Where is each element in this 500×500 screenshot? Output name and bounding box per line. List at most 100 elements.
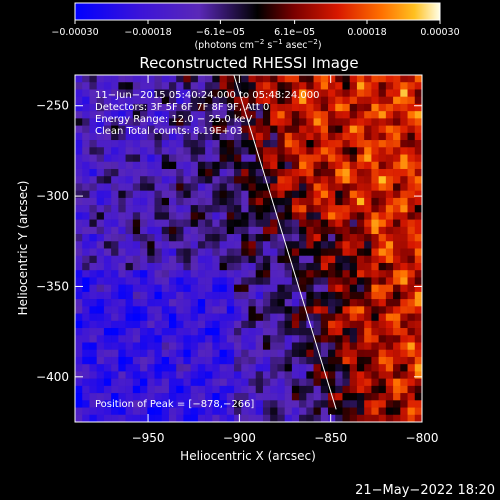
heatmap-cell [248, 270, 257, 278]
heatmap-cell [393, 414, 401, 422]
heatmap-cell [328, 205, 336, 213]
heatmap-cell [299, 168, 307, 177]
heatmap-cell [168, 407, 177, 416]
heatmap-cell [385, 241, 394, 249]
heatmap-cell [385, 313, 394, 322]
heatmap-cell [364, 226, 372, 235]
heatmap-cell [371, 328, 379, 336]
heatmap-cell [154, 241, 163, 249]
heatmap-cell [226, 234, 235, 242]
heatmap-cell [111, 161, 119, 170]
heatmap-cell [335, 190, 343, 199]
heatmap-cell [414, 407, 422, 416]
heatmap-cell [342, 407, 351, 416]
heatmap-cell [154, 190, 163, 199]
heatmap-cell [320, 190, 329, 199]
heatmap-cell [364, 400, 372, 408]
heatmap-cell [132, 168, 141, 177]
heatmap-cell [125, 183, 134, 191]
heatmap-cell [212, 125, 220, 134]
heatmap-cell [255, 125, 264, 134]
heatmap-cell [161, 393, 170, 401]
heatmap-cell [176, 75, 184, 83]
heatmap-cell [132, 190, 141, 199]
heatmap-cell [75, 154, 83, 163]
heatmap-cell [414, 147, 422, 155]
heatmap-cell [132, 284, 141, 293]
heatmap-cell [349, 147, 358, 155]
heatmap-cell [248, 205, 257, 213]
heatmap-cell [234, 262, 242, 271]
heatmap-cell [299, 328, 307, 336]
heatmap-cell [299, 111, 307, 119]
heatmap-cell [183, 168, 191, 177]
heatmap-cell [371, 241, 379, 249]
heatmap-cell [219, 89, 228, 97]
heatmap-cell [328, 400, 336, 408]
heatmap-cell [75, 335, 83, 343]
heatmap-cell [212, 378, 220, 387]
heatmap-cell [212, 385, 220, 394]
heatmap-cell [103, 147, 112, 155]
heatmap-cell [82, 205, 90, 213]
heatmap-cell [349, 364, 358, 372]
heatmap-cell [140, 161, 148, 170]
heatmap-cell [183, 103, 191, 112]
heatmap-cell [190, 407, 199, 416]
heatmap-cell [226, 255, 235, 264]
heatmap-cell [241, 226, 249, 235]
heatmap-cell [270, 176, 278, 184]
heatmap-cell [378, 393, 387, 401]
heatmap-cell [407, 306, 416, 314]
heatmap-cell [262, 89, 271, 97]
heatmap-cell [328, 241, 336, 249]
heatmap-cell [118, 118, 126, 126]
heatmap-cell [371, 270, 379, 278]
heatmap-cell [349, 125, 358, 134]
heatmap-cell [82, 75, 90, 83]
heatmap-cell [385, 103, 394, 112]
heatmap-cell [118, 270, 126, 278]
heatmap-cell [147, 393, 155, 401]
heatmap-cell [371, 111, 379, 119]
heatmap-cell [75, 212, 83, 220]
heatmap-cell [161, 320, 170, 329]
heatmap-cell [89, 82, 97, 90]
heatmap-cell [364, 320, 372, 329]
heatmap-cell [103, 378, 112, 387]
heatmap-cell [371, 255, 379, 264]
heatmap-cell [320, 75, 329, 83]
heatmap-cell [385, 393, 394, 401]
heatmap-cell [82, 147, 90, 155]
heatmap-cell [219, 371, 228, 379]
heatmap-cell [125, 190, 134, 199]
heatmap-cell [125, 393, 134, 401]
heatmap-cell [313, 328, 322, 336]
heatmap-cell [161, 176, 170, 184]
heatmap-cell [168, 371, 177, 379]
heatmap-cell [89, 226, 97, 235]
heatmap-cell [89, 140, 97, 148]
heatmap-cell [299, 342, 307, 351]
heatmap-cell [212, 75, 220, 83]
heatmap-cell [234, 342, 242, 351]
heatmap-cell [400, 183, 408, 191]
heatmap-cell [219, 190, 228, 199]
heatmap-cell [306, 313, 314, 322]
heatmap-cell [140, 248, 148, 257]
heatmap-cell [111, 154, 119, 163]
heatmap-cell [168, 277, 177, 285]
heatmap-cell [205, 385, 213, 394]
heatmap-cell [299, 349, 307, 358]
x-tick-label-1: −900 [223, 431, 256, 445]
heatmap-cell [378, 291, 387, 300]
heatmap-cell [161, 262, 170, 271]
heatmap-cell [183, 226, 191, 235]
heatmap-cell [393, 299, 401, 307]
heatmap-cell [75, 313, 83, 322]
heatmap-cell [89, 306, 97, 314]
heatmap-cell [125, 103, 134, 112]
heatmap-cell [342, 111, 351, 119]
heatmap-cell [103, 284, 112, 293]
heatmap-cell [161, 154, 170, 163]
